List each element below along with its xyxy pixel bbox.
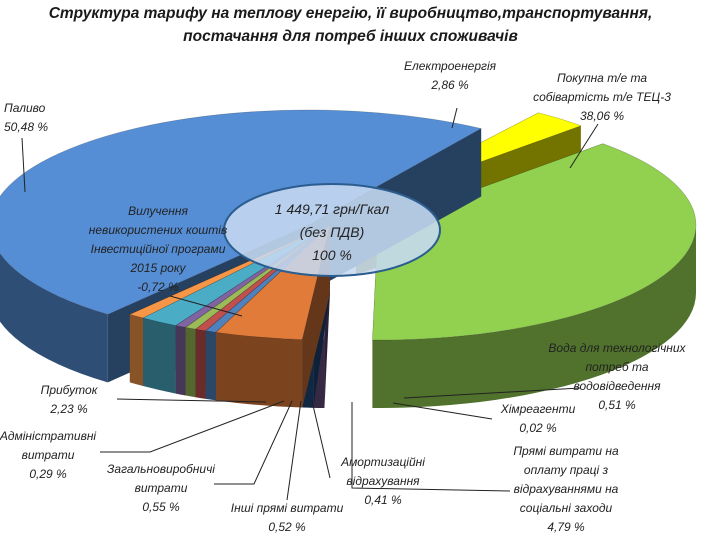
slice-name-label: Інвестиційної програми [91, 242, 226, 256]
slice-name-label: Загальновиробничі [107, 462, 215, 476]
leader-line [392, 402, 493, 420]
slice-name-label: Адміністративні [0, 429, 96, 443]
slice-name-label: водовідведення [573, 379, 661, 393]
slice-name-label: соціальні заходи [520, 501, 613, 515]
leader-line [116, 398, 267, 403]
slice-value-label: 0,29 % [29, 467, 67, 481]
slice-name-label: собівартість т/е ТЕЦ-3 [533, 90, 671, 104]
slice-value-label: 0,55 % [142, 500, 180, 514]
slice-name-label: оплату праці з [524, 463, 609, 477]
slice-name-label: Прибуток [41, 383, 99, 397]
total-label-line: 1 449,71 грн/Гкал [275, 201, 390, 217]
slice-name-label: потреб та [585, 360, 648, 374]
slice-value-label: 2,86 % [430, 78, 469, 92]
leader-line [169, 295, 243, 317]
total-label-line: 100 % [312, 247, 352, 263]
leader-line [21, 137, 26, 193]
chart-title-line-2: постачання для потреб інших споживачів [183, 28, 518, 45]
slice-value-label: 0,41 % [364, 493, 402, 507]
slice-name-label: 2015 року [129, 261, 186, 275]
slice-name-label: Вилучення [128, 204, 188, 218]
slice-name-label: відрахуваннями на [514, 482, 619, 496]
total-label-line: (без ПДВ) [300, 224, 365, 240]
leader-line [403, 387, 581, 399]
chart-title: Структура тарифу на теплову енергію, її … [0, 2, 701, 48]
leader-line [286, 400, 302, 501]
leader-line [311, 400, 331, 479]
pie-slice [372, 143, 697, 408]
slice-value-label: 50,48 % [4, 120, 48, 134]
slice-name-label: Вода для технологічних [548, 341, 686, 355]
chart-title-line-1: Структура тарифу на теплову енергію, її … [48, 5, 653, 22]
slice-name-label: Хімреагенти [500, 402, 576, 416]
slice-value-label: 0,51 % [598, 398, 636, 412]
slice-name-label: Амортизаційні [340, 455, 425, 469]
slice-value-label: 2,23 % [49, 402, 88, 416]
slice-value-label: -0,72 % [137, 280, 179, 294]
slice-name-label: Інші прямі витрати [231, 501, 344, 515]
slice-name-label: Електроенергія [404, 59, 497, 73]
leader-line [351, 402, 511, 492]
total-ellipse [223, 183, 441, 277]
leader-line [569, 123, 599, 169]
slice-name-label: Покупна т/е та [557, 71, 647, 85]
slice-name-label: витрати [22, 448, 75, 462]
slice-name-label: Паливо [4, 101, 46, 115]
slice-value-label: 4,79 % [547, 520, 585, 534]
slice-name-label: відрахування [346, 474, 420, 488]
slice-value-label: 0,52 % [268, 520, 306, 534]
slice-value-label: 38,06 % [580, 109, 624, 123]
leader-line [100, 400, 285, 453]
leader-line [451, 107, 458, 129]
leader-line [214, 400, 293, 485]
slice-name-label: Прямі витрати на [513, 444, 619, 458]
slice-name-label: витрати [135, 481, 188, 495]
slice-value-label: 0,02 % [519, 421, 557, 435]
slice-name-label: невикористених коштів [89, 223, 227, 237]
